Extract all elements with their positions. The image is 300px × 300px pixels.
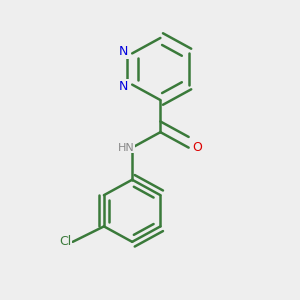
Text: HN: HN — [118, 142, 135, 153]
Text: Cl: Cl — [59, 235, 71, 248]
Text: N: N — [119, 45, 128, 58]
Text: N: N — [119, 80, 128, 93]
Text: O: O — [192, 141, 202, 154]
